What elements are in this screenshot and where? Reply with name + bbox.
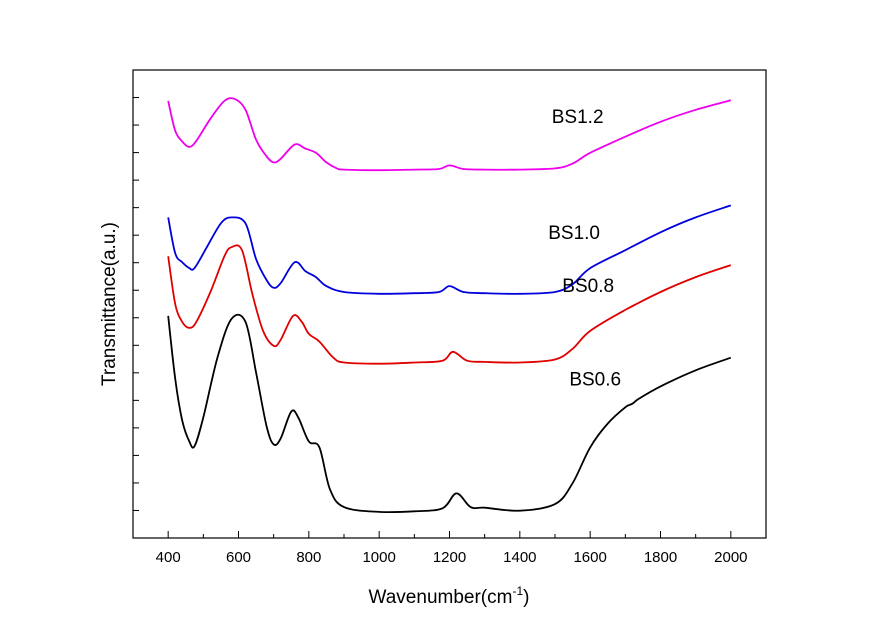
series-label-bs0-6: BS0.6 (569, 369, 621, 390)
x-tick-label: 800 (296, 549, 321, 566)
series-lines (167, 97, 732, 514)
series-line-bs1-2 (167, 97, 732, 172)
x-tick-label: 1800 (644, 549, 677, 566)
plot-frame (132, 69, 767, 539)
x-axis-title: Wavenumber(cm-1) (369, 584, 530, 608)
y-minor-ticks (133, 69, 139, 539)
series-label-bs1-0: BS1.0 (548, 223, 600, 244)
x-tick-label: 1600 (573, 549, 606, 566)
series-labels: BS0.6 BS0.8 BS1.0 BS1.2 (548, 107, 621, 391)
y-axis-title: Transmittance(a.u.) (99, 222, 120, 386)
x-tick-label: 1200 (433, 549, 466, 566)
x-tick-label: 1400 (503, 549, 536, 566)
series-line-bs0-8 (167, 244, 732, 365)
x-tick-label: 2000 (714, 549, 747, 566)
x-tick-label: 600 (226, 549, 251, 566)
series-label-bs0-8: BS0.8 (562, 276, 614, 297)
x-ticks: 400 600 800 1000 1200 1400 1600 1800 2000 (156, 531, 748, 566)
series-line-bs1-0 (167, 204, 732, 295)
series-line-bs0-6 (167, 313, 732, 514)
series-label-bs1-2: BS1.2 (552, 107, 604, 128)
x-tick-label: 1000 (362, 549, 395, 566)
x-tick-label: 400 (156, 549, 181, 566)
